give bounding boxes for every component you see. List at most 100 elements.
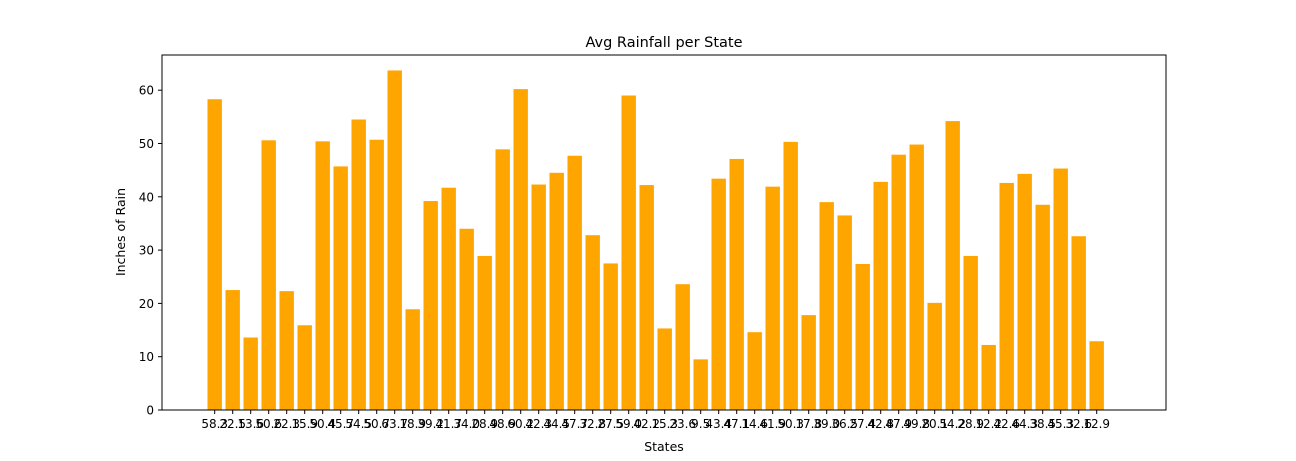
plot-frame [161,54,1167,411]
y-tick-label: 60 [139,84,154,98]
x-tick-label: 9.5 [691,417,710,431]
bar [1053,168,1068,410]
bar [387,70,402,411]
bar [675,284,690,410]
y-tick-label: 20 [139,297,154,311]
x-tick-label: 50.7 [363,417,390,431]
bar [207,99,222,411]
bar [747,332,762,410]
x-tick-label: 39.0 [813,417,840,431]
bar [801,315,816,410]
bar [585,235,600,410]
x-tick-label: 27.5 [597,417,624,431]
x-tick-label: 32.8 [579,417,606,431]
x-tick-label: 42.2 [633,417,660,431]
bar [855,263,870,410]
x-tick-label: 12.9 [1083,417,1110,431]
bar [693,359,708,410]
x-tick-label: 44.5 [543,417,570,431]
x-tick-label: 15.9 [291,417,318,431]
x-tick-label: 39.2 [417,417,444,431]
x-tick-label: 50.4 [309,417,336,431]
bar [459,228,474,410]
x-tick-label: 59.0 [615,417,642,431]
y-axis-label: Inches of Rain [113,188,128,276]
x-tick-label: 48.9 [489,417,516,431]
x-tick-label: 23.6 [669,417,696,431]
x-tick-label: 47.7 [561,417,588,431]
bar [999,182,1014,410]
x-tick-label: 49.8 [903,417,930,431]
bar [513,89,528,411]
y-tick-label: 30 [139,244,154,258]
bar [567,155,582,410]
bar [945,121,960,410]
bar [657,328,672,410]
x-tick-label: 50.6 [255,417,282,431]
x-tick-label: 47.9 [885,417,912,431]
x-tick-label: 27.4 [849,417,876,431]
x-axis-label: States [644,439,684,454]
y-tick-label: 0 [146,404,154,418]
y-tick-label: 40 [139,190,154,204]
bar [261,140,276,411]
bar [243,337,258,410]
bar [225,290,240,410]
x-tick-label: 54.5 [345,417,372,431]
x-tick-label: 17.8 [795,417,822,431]
bar [963,255,978,410]
bar [639,185,654,410]
bar [495,149,510,410]
x-tick-label: 38.5 [1029,417,1056,431]
y-tick-label: 10 [139,350,154,364]
bar [423,201,438,410]
x-tick-label: 13.6 [237,417,264,431]
bar [837,215,852,410]
bar [711,178,726,410]
x-tick-label: 60.2 [507,417,534,431]
bar [441,187,456,410]
bar [351,119,366,410]
bar [549,172,564,410]
bar [981,344,996,410]
bar [1071,236,1086,410]
x-tick-label: 18.9 [399,417,426,431]
bar [531,184,546,410]
bar [1035,204,1050,410]
bars-group [207,70,1104,411]
x-tick-label: 44.3 [1011,417,1038,431]
x-tick-label: 20.1 [921,417,948,431]
bar [1017,173,1032,410]
bar [315,141,330,410]
bar [819,202,834,410]
bar [279,291,294,410]
bar [909,144,924,411]
x-tick-label: 41.7 [435,417,462,431]
bar [783,141,798,410]
x-axis: 58.322.513.650.622.315.950.445.754.550.7… [201,410,1110,431]
bar [405,309,420,410]
x-tick-label: 14.6 [741,417,768,431]
bar [1089,341,1104,410]
bar [891,154,906,410]
x-tick-label: 32.6 [1065,417,1092,431]
x-tick-label: 50.3 [777,417,804,431]
x-tick-label: 12.2 [975,417,1002,431]
x-tick-label: 58.3 [201,417,228,431]
x-tick-label: 15.3 [651,417,678,431]
bar [621,95,636,410]
x-tick-label: 41.9 [759,417,786,431]
x-tick-label: 28.9 [471,417,498,431]
bar [297,325,312,410]
x-tick-label: 42.3 [525,417,552,431]
bar [369,139,384,410]
y-axis: 0 10 20 30 40 50 60 [139,84,162,418]
bar [603,263,618,410]
bar [765,186,780,410]
x-tick-label: 36.5 [831,417,858,431]
x-tick-label: 28.9 [957,417,984,431]
bar [927,302,942,410]
x-tick-label: 34.0 [453,417,480,431]
x-tick-label: 42.8 [867,417,894,431]
